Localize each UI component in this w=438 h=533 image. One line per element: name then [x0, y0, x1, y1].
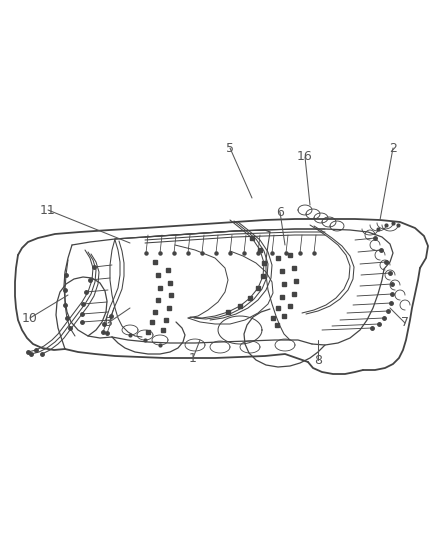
- Text: 2: 2: [389, 141, 397, 155]
- Text: 5: 5: [226, 141, 234, 155]
- Text: 10: 10: [22, 311, 38, 325]
- Text: 16: 16: [297, 150, 313, 164]
- Text: 6: 6: [276, 206, 284, 219]
- Text: 1: 1: [189, 351, 197, 365]
- Text: 3: 3: [104, 317, 112, 329]
- Text: 7: 7: [401, 317, 409, 329]
- Text: 11: 11: [40, 204, 56, 216]
- Text: 8: 8: [314, 353, 322, 367]
